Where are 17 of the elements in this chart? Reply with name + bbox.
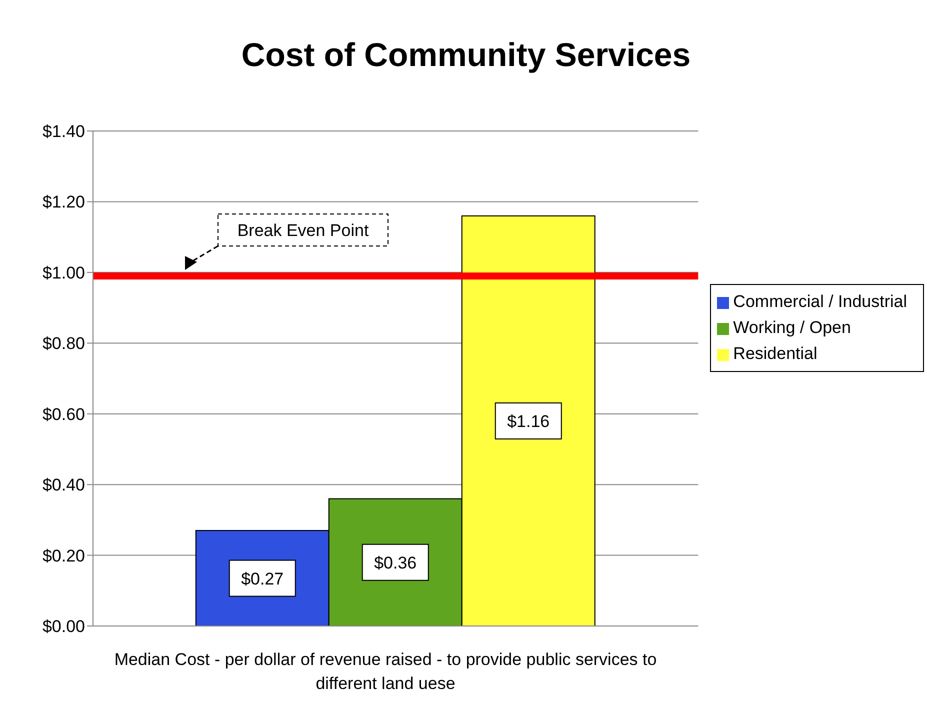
x-axis-title: Median Cost - per dollar of revenue raised - to provide public services to different land uese [113,649,658,695]
legend-label: Commercial / Industrial [733,292,907,311]
y-tick-label: $1.00 [42,263,85,282]
data-label: $0.36 [374,553,417,572]
data-label: $0.27 [241,569,284,588]
y-tick-label: $1.40 [42,122,85,142]
y-tick-label: $0.00 [42,617,85,636]
chart-title: Cost of Community Services [240,36,692,74]
legend-label: Residential [733,344,818,363]
y-tick-label: $0.20 [42,546,85,566]
y-tick-label: $0.60 [42,404,85,424]
y-tick-label: $0.40 [42,476,85,495]
data-label: $1.16 [507,412,550,431]
y-tick-label: $1.20 [42,192,85,212]
legend-label: Working / Open [733,318,851,337]
y-tick-label: $0.80 [42,334,85,354]
ref-line-label: Break Even Point [237,220,369,240]
